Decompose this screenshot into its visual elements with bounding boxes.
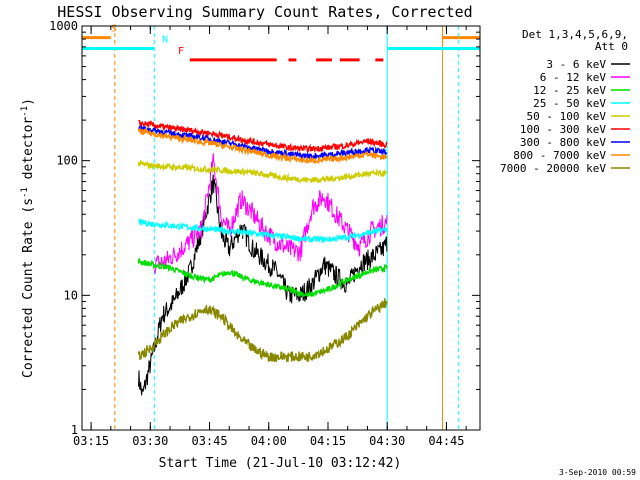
flag-s-label: S xyxy=(111,24,117,35)
plot-area: S NF 1 10 100 1000 03:15 03:30 03:45 04:00 04:15 04… xyxy=(49,19,481,448)
legend-label-4: 50 - 100 keV xyxy=(527,110,607,123)
y-tick-label-1: 10 xyxy=(64,288,78,302)
x-tick-label-6: 04:45 xyxy=(428,434,464,448)
plot-frame xyxy=(81,25,481,431)
legend-label-0: 3 - 6 keV xyxy=(546,58,606,71)
legend-label-5: 100 - 300 keV xyxy=(520,123,606,136)
legend-title-line-2: Att 0 xyxy=(595,40,628,53)
y-axis-label-sup2: -1 xyxy=(20,106,30,117)
flag-n-label: N xyxy=(162,35,168,46)
series-line-4 xyxy=(137,159,387,184)
series-line-0 xyxy=(138,174,388,396)
series-line-6 xyxy=(138,125,388,161)
series-line-5 xyxy=(138,119,388,154)
y-axis-label-main: Corrected Count Rate (s xyxy=(21,198,36,378)
x-tick-label-4: 04:15 xyxy=(310,434,346,448)
series-line-7 xyxy=(137,126,388,165)
legend-label-6: 300 - 800 keV xyxy=(520,136,606,149)
series-line-8 xyxy=(137,298,388,363)
x-tick-label-5: 04:30 xyxy=(369,434,405,448)
x-axis-label: Start Time (21-Jul-10 03:12:42) xyxy=(159,456,402,471)
y-axis-label-mid: detector xyxy=(21,117,36,188)
series-line-2 xyxy=(137,258,388,298)
x-tick-label-0: 03:15 xyxy=(73,434,109,448)
y-tick-label-2: 100 xyxy=(56,154,78,168)
legend-label-2: 12 - 25 keV xyxy=(533,84,606,97)
legend-label-7: 800 - 7000 keV xyxy=(513,149,606,162)
legend-label-1: 6 - 12 keV xyxy=(540,71,607,84)
flag-f-label: F xyxy=(178,46,184,57)
x-tick-label-2: 03:45 xyxy=(191,434,227,448)
legend-label-8: 7000 - 20000 keV xyxy=(500,162,606,175)
y-axis-label-sup1: -1 xyxy=(20,187,30,198)
y-tick-label-0: 1 xyxy=(71,423,78,437)
legend-title-line-1: Det 1,3,4,5,6,9, xyxy=(522,28,628,41)
chart-title: HESSI Observing Summary Count Rates, Cor… xyxy=(57,3,472,21)
y-axis-label: Corrected Count Rate (s-1 detector-1) xyxy=(20,98,36,378)
x-tick-label-1: 03:30 xyxy=(132,434,168,448)
legend-label-3: 25 - 50 keV xyxy=(533,97,606,110)
y-axis-label-end: ) xyxy=(21,98,36,106)
series-line-3 xyxy=(138,217,388,244)
x-tick-label-3: 04:00 xyxy=(251,434,287,448)
footer-date: 3-Sep-2010 00:59 xyxy=(559,468,636,477)
y-tick-label-3: 1000 xyxy=(49,19,78,33)
series-line-1 xyxy=(153,153,388,274)
